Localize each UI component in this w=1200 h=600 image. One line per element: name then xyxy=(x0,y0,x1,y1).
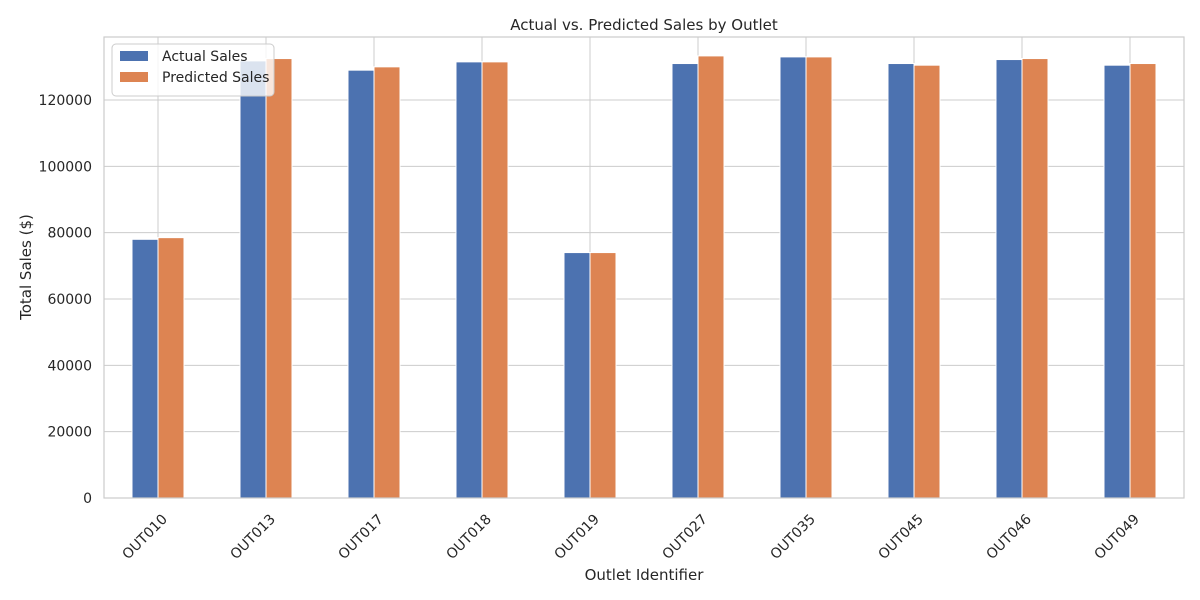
x-tick-label: OUT027 xyxy=(660,512,711,563)
legend-label: Actual Sales xyxy=(162,49,248,65)
bar-predicted-out017 xyxy=(373,66,401,499)
bar-actual-out010 xyxy=(131,238,159,499)
legend-label: Predicted Sales xyxy=(162,70,269,86)
bar-actual-out019 xyxy=(563,252,591,499)
bar-actual-out046 xyxy=(995,59,1023,499)
legend-swatch-predicted xyxy=(120,72,148,82)
x-tick-label: OUT019 xyxy=(552,512,603,563)
bar-predicted-out018 xyxy=(481,61,509,499)
legend-swatch-actual xyxy=(120,51,148,61)
x-tick-label: OUT046 xyxy=(984,511,1035,562)
y-axis-ticks: 0 20000 40000 60000 80000 100000 120000 xyxy=(39,93,92,507)
x-tick-label: OUT045 xyxy=(876,512,927,563)
bar-predicted-out046 xyxy=(1021,58,1049,499)
chart-title: Actual vs. Predicted Sales by Outlet xyxy=(510,16,778,34)
y-tick-label: 40000 xyxy=(47,358,92,374)
bar-predicted-out035 xyxy=(805,56,833,499)
plot-frame xyxy=(103,36,1185,499)
bars xyxy=(131,55,1157,499)
x-tick-label: OUT013 xyxy=(228,512,279,563)
x-tick-label: OUT017 xyxy=(336,512,387,563)
y-tick-label: 20000 xyxy=(47,425,92,441)
bar-predicted-out019 xyxy=(589,252,617,499)
bar-predicted-out013 xyxy=(265,58,293,499)
y-tick-label: 0 xyxy=(83,491,92,507)
bar-predicted-out049 xyxy=(1129,63,1157,499)
legend: Actual Sales Predicted Sales xyxy=(111,43,275,97)
x-tick-label: OUT010 xyxy=(120,512,171,563)
y-tick-label: 60000 xyxy=(47,292,92,308)
y-axis-label: Total Sales ($) xyxy=(17,214,35,321)
bar-actual-out045 xyxy=(887,63,915,499)
bar-actual-out017 xyxy=(347,69,375,499)
y-tick-label: 120000 xyxy=(39,93,92,109)
x-tick-label: OUT035 xyxy=(768,512,819,563)
y-tick-label: 80000 xyxy=(47,226,92,242)
y-tick-label: 100000 xyxy=(39,159,92,175)
bar-actual-out013 xyxy=(239,60,267,499)
bar-actual-out018 xyxy=(455,61,483,499)
x-axis-ticks: OUT010 OUT013 OUT017 OUT018 OUT019 OUT027 OUT0… xyxy=(120,511,1143,562)
bar-actual-out027 xyxy=(671,63,699,499)
x-tick-label: OUT049 xyxy=(1092,512,1143,563)
x-axis-label: Outlet Identifier xyxy=(585,566,705,584)
bar-actual-out049 xyxy=(1103,64,1131,499)
bar-actual-out035 xyxy=(779,56,807,499)
bar-predicted-out027 xyxy=(697,55,725,499)
legend-box xyxy=(111,43,275,97)
bar-predicted-out010 xyxy=(157,237,185,499)
x-tick-label: OUT018 xyxy=(444,512,495,563)
bar-predicted-out045 xyxy=(913,64,941,499)
